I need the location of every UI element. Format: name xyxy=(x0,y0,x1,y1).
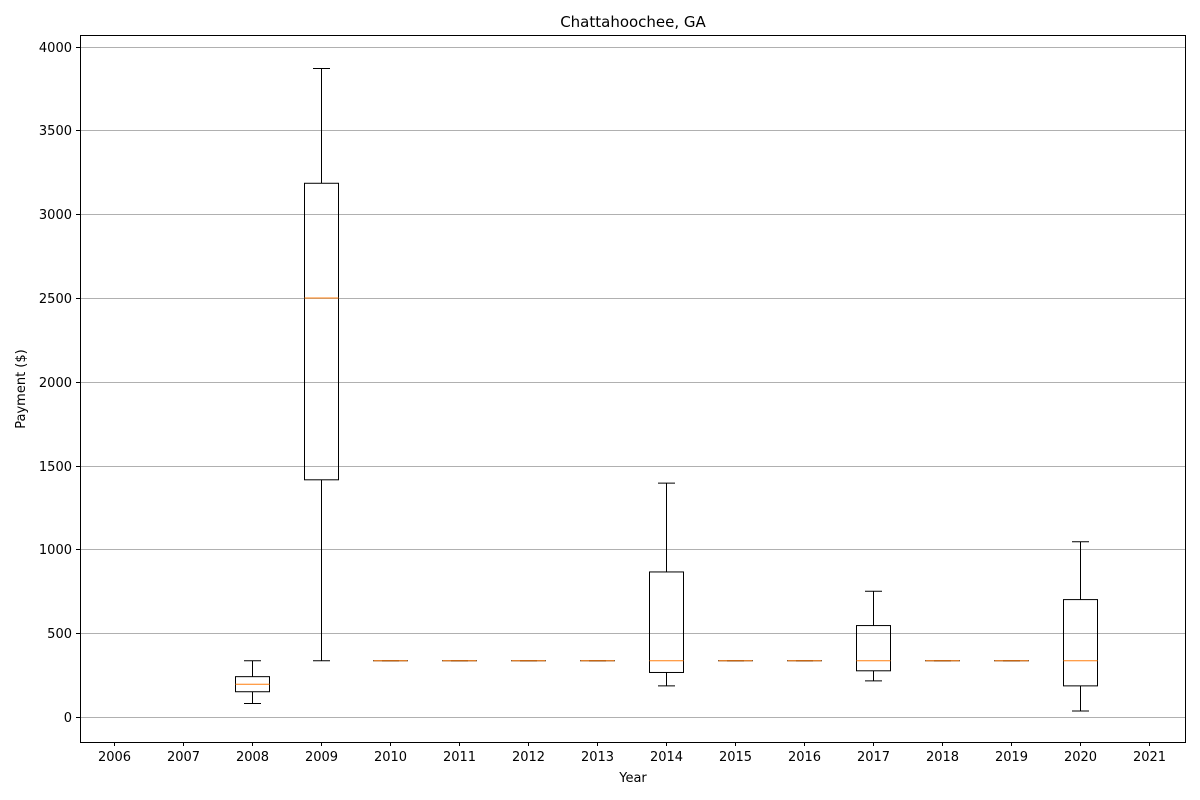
x-tick-label: 2010 xyxy=(374,750,407,765)
box-2014 xyxy=(649,482,684,687)
x-tick-label: 2017 xyxy=(857,750,890,765)
x-tick-label: 2016 xyxy=(788,750,821,765)
x-tick-label: 2021 xyxy=(1133,750,1166,765)
y-axis-ticks: 0 500 1000 1500 2000 2500 3000 3500 4000 xyxy=(39,41,80,726)
y-tick-label: 4000 xyxy=(39,41,72,56)
x-tick-label: 2011 xyxy=(443,750,476,765)
box-body xyxy=(856,625,891,672)
y-tick-label: 2000 xyxy=(39,376,72,391)
boxes xyxy=(235,68,1098,712)
y-tick-label: 2500 xyxy=(39,292,72,307)
y-tick-label: 3000 xyxy=(39,208,72,223)
y-tick-label: 0 xyxy=(64,711,72,726)
y-tick-label: 500 xyxy=(47,627,72,642)
y-tick-label: 1000 xyxy=(39,543,72,558)
x-tick-label: 2013 xyxy=(581,750,614,765)
x-tick-label: 2007 xyxy=(167,750,200,765)
x-tick-label: 2006 xyxy=(98,750,131,765)
box-2009 xyxy=(304,68,339,662)
x-tick-label: 2014 xyxy=(650,750,683,765)
box-body xyxy=(304,182,339,481)
x-axis-ticks: 2006 2007 2008 2009 2010 2011 2012 2013 2014 2015… xyxy=(98,742,1166,765)
x-tick-label: 2009 xyxy=(305,750,338,765)
box-2017 xyxy=(856,590,891,682)
y-tick-label: 3500 xyxy=(39,124,72,139)
box-body xyxy=(649,571,684,673)
box-body xyxy=(1063,599,1098,687)
grid-lines xyxy=(80,47,1185,718)
y-tick-label: 1500 xyxy=(39,460,72,475)
x-tick-label: 2008 xyxy=(236,750,269,765)
box-2008 xyxy=(235,660,270,704)
y-axis-label: Payment ($) xyxy=(14,349,29,428)
chart-title: Chattahoochee, GA xyxy=(560,13,706,31)
x-tick-label: 2012 xyxy=(512,750,545,765)
x-tick-label: 2015 xyxy=(719,750,752,765)
x-axis-label: Year xyxy=(618,771,647,786)
x-tick-label: 2018 xyxy=(926,750,959,765)
box-2020 xyxy=(1063,541,1098,712)
plot-area-frame xyxy=(80,35,1186,743)
x-tick-label: 2019 xyxy=(995,750,1028,765)
x-tick-label: 2020 xyxy=(1064,750,1097,765)
